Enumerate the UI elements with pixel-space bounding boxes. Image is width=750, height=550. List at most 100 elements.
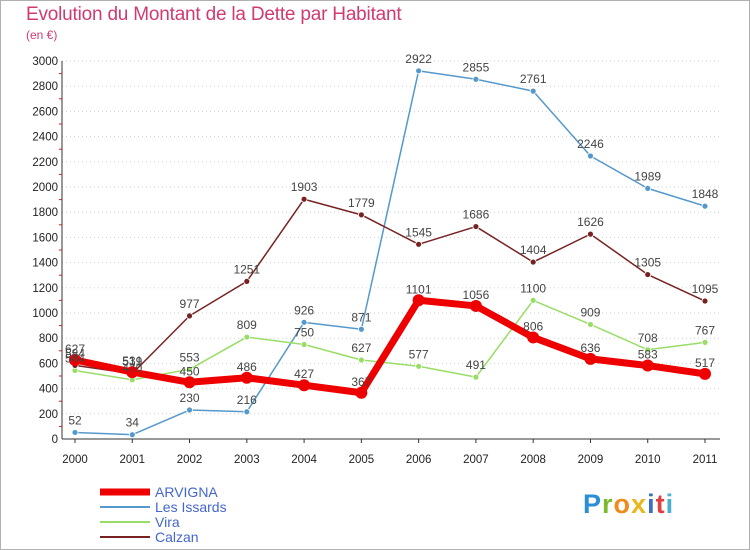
series-line (74, 70, 706, 436)
data-label: 1989 (634, 169, 661, 183)
x-tick-label: 2010 (635, 454, 661, 466)
data-point (644, 271, 652, 278)
series-calzan (71, 195, 709, 378)
y-tick-label: 600 (39, 358, 58, 370)
legend-label: Vira (155, 514, 180, 530)
series-line (74, 299, 706, 381)
y-tick-label: 2200 (32, 157, 58, 169)
x-tick-label: 2009 (578, 454, 604, 466)
x-tick-label: 2002 (177, 454, 203, 466)
y-tick-label: 2800 (32, 81, 58, 93)
data-label: 52 (68, 413, 82, 427)
data-label: 977 (180, 297, 200, 311)
data-label: 627 (65, 342, 85, 356)
data-label: 767 (695, 323, 715, 337)
data-point (469, 299, 482, 312)
data-point (126, 366, 139, 379)
data-label: 367 (351, 375, 371, 389)
data-point (529, 296, 537, 304)
logo-letter: r (602, 489, 614, 519)
y-tick-label: 2000 (32, 182, 58, 194)
data-point (472, 373, 480, 381)
series-line (74, 296, 706, 397)
y-tick-label: 0 (52, 434, 58, 446)
x-tick-label: 2008 (520, 454, 546, 466)
y-tick-label: 1000 (32, 308, 58, 320)
y-tick-label: 800 (39, 333, 58, 345)
data-point (527, 331, 540, 344)
data-label: 627 (351, 341, 371, 355)
y-tick-labels: 0 200 400 600 800 1000 1200 1400 1600 1800 2000 220… (32, 56, 58, 446)
legend-entry: Calzan (100, 529, 199, 545)
data-point (240, 371, 253, 384)
data-point (357, 356, 365, 364)
y-tick-label: 1200 (32, 283, 58, 295)
data-label: 636 (580, 341, 600, 355)
series-line (74, 198, 706, 375)
data-point (644, 184, 652, 192)
data-label: 1779 (348, 196, 375, 210)
series-vira (71, 296, 709, 384)
x-tick-label: 2007 (463, 454, 489, 466)
data-label: 1903 (291, 180, 318, 194)
data-label: 450 (180, 364, 200, 378)
legend-label: Calzan (155, 529, 199, 545)
x-tick-label: 2011 (693, 454, 718, 466)
data-label: 584 (65, 346, 85, 360)
data-point (186, 312, 193, 320)
x-tick-label: 2003 (234, 454, 260, 466)
data-label: 1100 (520, 281, 546, 295)
data-point (71, 429, 79, 436)
data-label: 427 (294, 367, 314, 381)
data-label: 909 (580, 305, 600, 319)
data-point (415, 362, 423, 370)
data-point (584, 352, 597, 365)
y-tick-label: 1400 (32, 258, 58, 270)
data-point (472, 75, 480, 83)
data-label: 583 (638, 348, 658, 362)
legend-label: ARVIGNA (155, 484, 218, 500)
data-label: 708 (638, 331, 658, 345)
data-label: 809 (237, 318, 257, 332)
data-label: 491 (466, 358, 486, 372)
data-labels: 52 34 230 216 926 871 2922 2855 2761 2246 1989 1848… (65, 52, 719, 430)
data-point (243, 277, 251, 285)
data-label: 230 (180, 391, 200, 405)
data-label: 1101 (406, 282, 432, 296)
logo-letter: x (631, 489, 648, 519)
proxiti-logo: Proxiti (583, 489, 674, 520)
data-point (243, 408, 251, 416)
data-label: 1251 (233, 262, 260, 276)
data-point (701, 297, 709, 305)
legend-entry: Vira (100, 514, 180, 530)
data-point (415, 67, 423, 75)
series-les-issards (71, 67, 709, 439)
data-point (529, 258, 537, 266)
data-point (412, 294, 425, 307)
data-label: 486 (237, 360, 257, 374)
data-label: 1545 (405, 225, 432, 239)
data-label: 2761 (520, 72, 547, 86)
grid-lines (62, 60, 720, 440)
data-point (472, 223, 480, 230)
logo-letter: i (647, 489, 656, 519)
legend-label: Les Issards (155, 499, 227, 515)
data-point (298, 379, 311, 392)
data-label: 1056 (463, 288, 490, 302)
data-point (415, 240, 423, 248)
logo-letter: P (583, 489, 603, 519)
chart-subtitle: (en €) (26, 28, 58, 42)
x-tick-label: 2005 (349, 454, 375, 466)
data-label: 216 (237, 393, 257, 407)
data-label: 1686 (463, 208, 490, 222)
data-label: 517 (695, 356, 715, 370)
y-tick-label: 3000 (32, 56, 58, 68)
data-point (183, 376, 196, 389)
series-arvigna (69, 294, 711, 399)
data-point (128, 431, 136, 439)
data-point (357, 325, 365, 333)
series-layer (69, 67, 711, 439)
y-tick-label: 200 (39, 409, 58, 421)
